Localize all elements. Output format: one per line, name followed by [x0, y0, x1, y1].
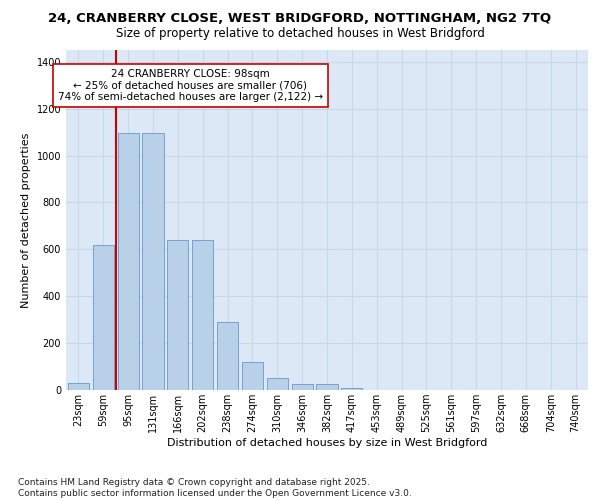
Y-axis label: Number of detached properties: Number of detached properties — [21, 132, 31, 308]
Bar — [118, 133, 139, 390]
Bar — [267, 378, 288, 390]
Bar — [142, 133, 164, 390]
Bar — [93, 244, 114, 390]
Text: Contains HM Land Registry data © Crown copyright and database right 2025.
Contai: Contains HM Land Registry data © Crown c… — [18, 478, 412, 498]
Text: 24, CRANBERRY CLOSE, WEST BRIDGFORD, NOTTINGHAM, NG2 7TQ: 24, CRANBERRY CLOSE, WEST BRIDGFORD, NOT… — [49, 12, 551, 26]
Bar — [316, 384, 338, 390]
Bar — [68, 383, 89, 390]
Bar — [192, 240, 213, 390]
X-axis label: Distribution of detached houses by size in West Bridgford: Distribution of detached houses by size … — [167, 438, 487, 448]
Bar — [292, 384, 313, 390]
Text: 24 CRANBERRY CLOSE: 98sqm
← 25% of detached houses are smaller (706)
74% of semi: 24 CRANBERRY CLOSE: 98sqm ← 25% of detac… — [58, 69, 323, 102]
Bar — [242, 362, 263, 390]
Bar — [341, 388, 362, 390]
Bar — [217, 322, 238, 390]
Text: Size of property relative to detached houses in West Bridgford: Size of property relative to detached ho… — [116, 28, 484, 40]
Bar — [167, 240, 188, 390]
